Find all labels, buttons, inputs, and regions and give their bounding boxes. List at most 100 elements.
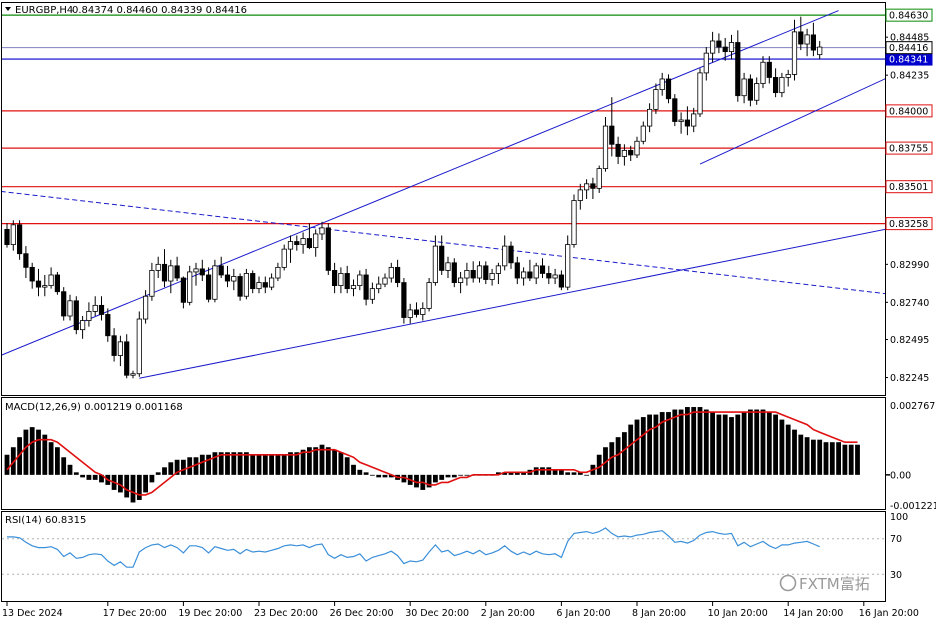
macd-bar <box>363 472 369 475</box>
candle <box>187 265 193 306</box>
candle <box>483 261 489 285</box>
candle-body <box>665 78 672 100</box>
candle <box>401 278 407 324</box>
candle-body <box>250 273 256 290</box>
macd-bar <box>458 474 463 476</box>
candle <box>124 334 130 379</box>
candle-body <box>558 274 565 288</box>
candle <box>237 273 243 301</box>
candle <box>596 165 602 193</box>
macd-bar <box>735 414 741 475</box>
macd-bar <box>678 409 684 475</box>
candle <box>420 302 426 321</box>
level-label-0.84630: 0.84630 <box>889 11 928 22</box>
candle <box>281 244 287 271</box>
candle-body <box>521 271 527 279</box>
candle-body <box>565 244 571 288</box>
candle-body <box>325 227 331 271</box>
rsi-tick-label: 100 <box>890 512 908 523</box>
macd-bar <box>760 409 766 475</box>
candle <box>149 262 155 301</box>
candle <box>256 276 262 294</box>
macd-bar <box>313 447 319 475</box>
macd-bar <box>36 429 41 475</box>
fxtm-logo: FXTM富拓 <box>779 574 870 593</box>
candle <box>678 112 684 134</box>
candle-body <box>779 77 785 94</box>
price-tick-label: 0.84485 <box>890 33 929 44</box>
candle-body <box>703 52 709 74</box>
candle-body <box>432 245 439 283</box>
candle <box>262 276 268 294</box>
candle <box>155 256 161 279</box>
candle-body <box>533 265 539 279</box>
level-label-box <box>885 141 933 155</box>
time-tick-label: 17 Dec 20:00 <box>103 608 167 619</box>
candle <box>205 267 212 303</box>
macd-bar <box>792 429 797 475</box>
level-label-box <box>885 217 933 231</box>
candle <box>647 103 653 133</box>
symbol-dropdown-icon[interactable] <box>5 7 11 11</box>
candle <box>4 223 10 248</box>
macd-bar <box>294 452 300 475</box>
rsi-panel-frame <box>1 511 886 602</box>
trend-line-1 <box>2 10 839 356</box>
candle <box>350 279 357 297</box>
candle <box>306 223 313 250</box>
macd-bar <box>571 472 577 475</box>
candle-body <box>29 266 35 282</box>
candle <box>766 56 772 84</box>
candle-body <box>124 341 130 376</box>
macd-bar <box>48 442 54 475</box>
candle-body <box>224 274 231 282</box>
macd-bar <box>218 452 224 475</box>
macd-bar <box>388 474 394 478</box>
candle-body <box>92 304 98 312</box>
candle <box>495 262 502 285</box>
candle <box>67 294 73 321</box>
candle-body <box>710 40 716 54</box>
candle <box>464 262 470 286</box>
candle-body <box>571 200 577 245</box>
candle <box>489 268 495 286</box>
candle <box>313 229 319 257</box>
candle-body <box>741 78 747 97</box>
candle-body <box>218 265 224 276</box>
candle-body <box>785 74 791 78</box>
macd-bar <box>4 454 10 475</box>
candle <box>476 261 483 283</box>
candle <box>231 268 237 291</box>
candle <box>376 276 382 294</box>
macd-bar <box>779 419 785 475</box>
macd-bar <box>829 442 835 475</box>
candle-body <box>628 149 634 156</box>
horizontal-levels <box>2 14 885 225</box>
macd-bar <box>332 449 337 475</box>
candle <box>42 274 48 297</box>
macd-bar <box>307 447 312 475</box>
candle-body <box>407 309 413 318</box>
level-label-box <box>885 104 933 118</box>
candle <box>798 16 804 51</box>
candle <box>710 31 716 63</box>
macd-bar <box>275 454 281 475</box>
candle <box>810 22 817 57</box>
candle <box>130 370 136 379</box>
macd-bar <box>552 469 558 475</box>
candle <box>722 37 728 61</box>
candle-body <box>791 31 798 75</box>
candle-body <box>205 274 212 300</box>
candle <box>86 302 92 327</box>
macd-bar <box>798 434 804 475</box>
candle <box>432 235 439 286</box>
candle <box>212 259 218 303</box>
candle <box>48 267 54 289</box>
candle-body <box>86 311 92 321</box>
candle-body <box>363 274 369 300</box>
macd-bar <box>634 419 640 475</box>
candle-body <box>810 34 817 51</box>
current-price-box <box>885 41 933 55</box>
macd-bar <box>338 452 344 475</box>
level-label-0.83258: 0.83258 <box>889 219 928 230</box>
